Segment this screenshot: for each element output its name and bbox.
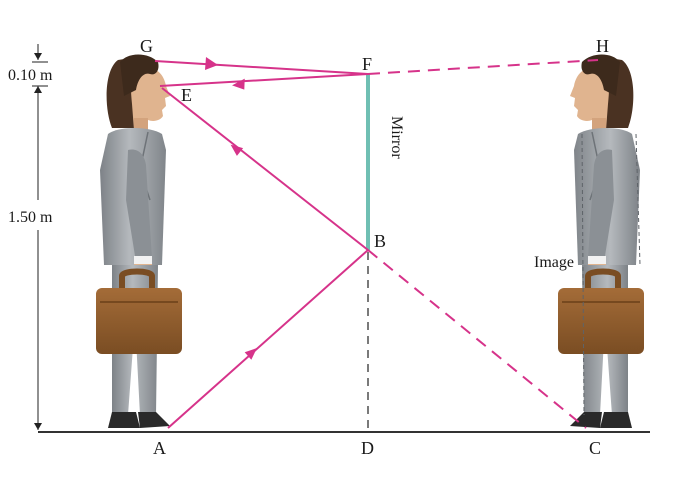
- mirror-label: Mirror: [388, 116, 405, 159]
- point-label-f: F: [362, 54, 372, 74]
- dimension-label-top: 0.10 m: [8, 67, 53, 84]
- point-label-h: H: [596, 36, 609, 56]
- dimension-scale: [32, 44, 48, 430]
- light-rays: [154, 59, 599, 429]
- point-label-g: G: [140, 36, 153, 56]
- dimension-label-eye: 1.50 m: [8, 209, 53, 226]
- image-label: Image: [534, 254, 574, 271]
- point-label-b: B: [374, 231, 386, 251]
- image-figure: [558, 55, 644, 429]
- point-label-e: E: [181, 85, 192, 105]
- point-label-d: D: [361, 438, 374, 458]
- ray-arrows: [205, 57, 257, 360]
- point-label-a: A: [153, 438, 166, 458]
- point-label-c: C: [589, 438, 601, 458]
- person-figure: [96, 55, 182, 429]
